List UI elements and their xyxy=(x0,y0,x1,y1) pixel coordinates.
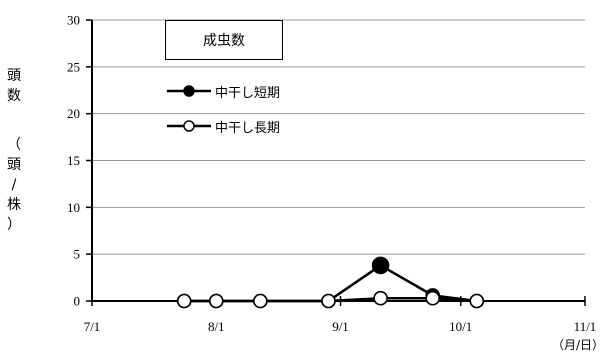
y-unit-char: （ xyxy=(7,137,21,153)
series-layer xyxy=(176,256,485,309)
y-unit-char: ） xyxy=(7,217,21,233)
x-tick-label: 10/1 xyxy=(449,319,472,334)
y-tick-label: 0 xyxy=(74,294,81,309)
legend-label-long: 中干し長期 xyxy=(215,120,281,136)
y-tick-label: 30 xyxy=(67,13,80,28)
axes xyxy=(86,19,586,306)
data-point xyxy=(425,290,440,306)
legend-marker-open-icon xyxy=(167,120,211,132)
chart-title-box: 成虫数 xyxy=(165,20,283,60)
x-tick-label: 11/1 xyxy=(574,319,597,334)
series-long xyxy=(176,290,485,309)
data-point xyxy=(208,293,224,309)
legend-item-long: 中干し長期 xyxy=(167,116,285,136)
y-tick-labels: 0 5 10 15 20 25 30 xyxy=(67,13,80,309)
y-unit-char: / xyxy=(11,177,17,193)
y-tick-label: 5 xyxy=(74,247,81,262)
y-tick-label: 25 xyxy=(67,59,80,74)
data-point xyxy=(371,256,390,275)
legend-item-short: 中干し短期 xyxy=(167,81,285,101)
legend-marker-filled-icon xyxy=(167,85,211,97)
y-tick-label: 10 xyxy=(67,200,80,215)
y-unit-char: 株 xyxy=(7,197,21,213)
y-unit-char: 頭 xyxy=(7,157,21,173)
data-point xyxy=(253,293,268,309)
data-point xyxy=(373,290,388,306)
y-axis-unit: （ 頭 / 株 ） xyxy=(0,135,28,235)
data-point xyxy=(469,293,485,309)
x-axis-unit: （月/日） xyxy=(552,338,605,352)
y-tick-label: 15 xyxy=(67,153,80,168)
x-tick-labels: 7/1 8/1 9/1 10/1 11/1 xyxy=(84,319,597,334)
y-axis-label-top: 頭数 xyxy=(7,68,21,104)
data-point xyxy=(176,293,192,309)
legend-label-short: 中干し短期 xyxy=(215,85,281,101)
chart-title: 成虫数 xyxy=(203,33,245,49)
x-tick-label: 9/1 xyxy=(332,319,349,334)
x-tick-label: 8/1 xyxy=(208,319,225,334)
x-tick-label: 7/1 xyxy=(84,319,101,334)
y-tick-label: 20 xyxy=(67,106,80,121)
data-point xyxy=(321,293,336,309)
